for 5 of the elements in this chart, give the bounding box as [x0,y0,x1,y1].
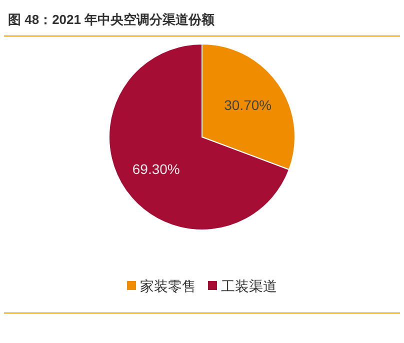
data-label: 30.70% [224,97,272,114]
legend-label: 工装渠道 [221,278,277,294]
legend-label: 家装零售 [140,278,196,294]
chart-title: 图 48：2021 年中央空调分渠道份额 [8,12,216,27]
data-label: 69.30% [132,160,180,177]
